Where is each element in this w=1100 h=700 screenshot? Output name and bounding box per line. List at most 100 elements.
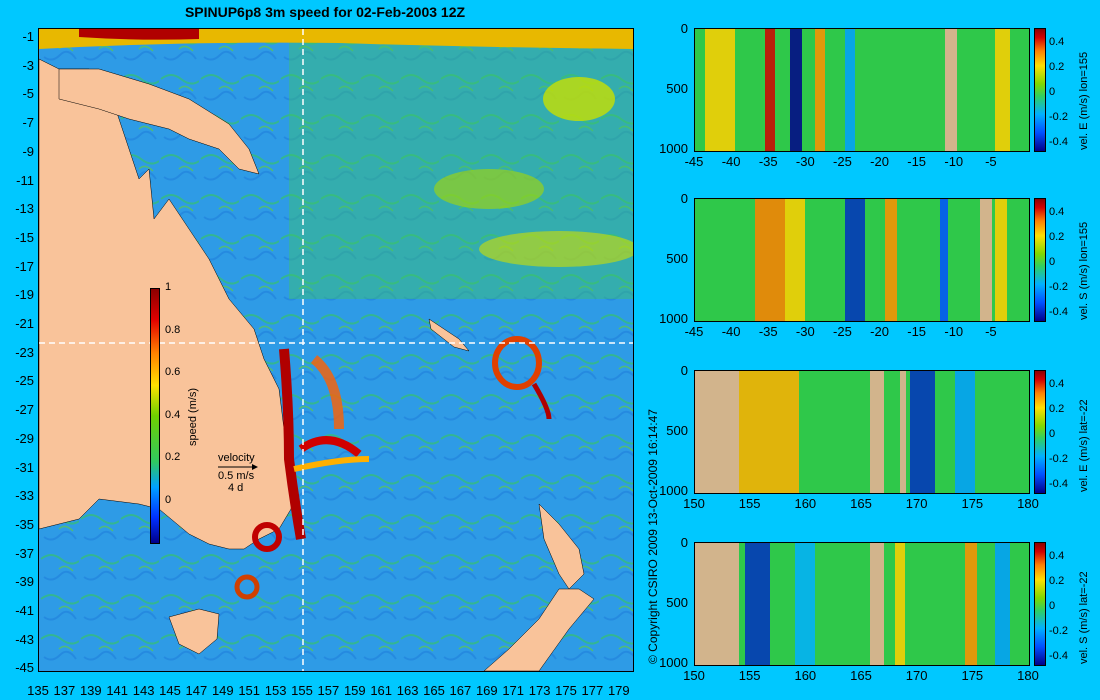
latitude-tick-label: -35: [15, 516, 34, 532]
longitude-tick-label: 135: [27, 683, 49, 698]
panel-y-tick-label: 1000: [659, 311, 688, 326]
panel-x-tick-label: -30: [795, 154, 815, 169]
longitude-tick-label: 171: [502, 683, 525, 698]
panel-colorbar-tick: -0.2: [1049, 281, 1068, 293]
panel-colorbar-tick: -0.2: [1049, 625, 1068, 637]
latitude-tick-label: -15: [15, 229, 34, 245]
panel-colorbar-tick: 0: [1049, 256, 1056, 268]
latitude-tick-label: -43: [15, 631, 34, 647]
longitude-tick-label: 141: [106, 683, 129, 698]
panel-x-tick-label: -10: [944, 154, 964, 169]
panel-y-tick-label: 500: [666, 81, 688, 96]
longitude-tick-label: 165: [423, 683, 445, 698]
velocity-key: velocity 0.5 m/s 4 d: [218, 452, 258, 494]
latitude-tick-label: -31: [15, 459, 34, 475]
panel-title: vel. E (m/s) lon=155: [1078, 51, 1090, 150]
panel-colorbar-tick: 0: [1049, 86, 1056, 98]
speed-colorbar: [150, 288, 160, 544]
latitude-tick-label: -29: [15, 430, 34, 446]
latitude-tick-label: -11: [16, 172, 34, 188]
panel-x-tick-label: -40: [721, 324, 741, 339]
panel-title: vel. S (m/s) lon=155: [1078, 221, 1090, 320]
latitude-tick-label: -9: [22, 143, 34, 159]
latitude-tick-label: -17: [15, 258, 34, 274]
velocity-key-days: 4 d: [228, 482, 244, 494]
longitude-tick-label: 163: [396, 683, 419, 698]
longitude-tick-label: 151: [238, 683, 261, 698]
panel-colorbar-tick: 0: [1049, 600, 1056, 612]
section-panel: [694, 198, 1030, 322]
panel-x-tick-label: -5: [985, 154, 997, 169]
panel-x-tick-label: 180: [1017, 496, 1039, 511]
speed-colorbar-title: speed (m/s): [187, 387, 199, 446]
panel-title: vel. E (m/s) lat=-22: [1078, 399, 1090, 492]
panel-colorbar-tick: 0.4: [1049, 36, 1065, 48]
longitude-tick-label: 175: [555, 683, 577, 698]
panel-x-tick-label: 150: [683, 668, 705, 683]
panel-y-tick-label: 500: [666, 595, 688, 610]
velocity-key-arrow: [218, 464, 258, 470]
panel-y-tick-label: 0: [680, 535, 688, 550]
panel-x-tick-label: 160: [794, 668, 817, 683]
panel-colorbar-tick: 0.2: [1049, 575, 1065, 587]
panel-colorbar: [1034, 542, 1046, 666]
longitude-tick-label: 173: [528, 683, 551, 698]
latitude-tick-label: -13: [15, 201, 34, 217]
latitude-tick-label: -25: [15, 373, 34, 389]
section-panel: [694, 28, 1030, 152]
panel-colorbar-tick: 0.2: [1049, 403, 1065, 415]
panel-colorbar: [1034, 198, 1046, 322]
panel-colorbar: [1034, 370, 1046, 494]
panel-colorbar-tick: 0: [1049, 428, 1056, 440]
panel-x-tick-label: -15: [907, 324, 927, 339]
longitude-tick-label: 139: [79, 683, 102, 698]
panel-x-tick-label: 180: [1017, 668, 1039, 683]
panel-x-tick-label: -25: [833, 154, 852, 169]
panel-x-tick-label: -35: [758, 324, 778, 339]
panel-x-tick-label: 150: [683, 496, 705, 511]
latitude-tick-label: -19: [15, 287, 34, 303]
panel-x-tick-label: 170: [905, 668, 928, 683]
panel-y-tick-label: 1000: [659, 141, 688, 156]
panel-x-tick-label: -40: [721, 154, 741, 169]
latitude-tick-label: -37: [15, 545, 34, 561]
panel-x-tick-label: -20: [870, 154, 889, 169]
panel-colorbar-tick: -0.2: [1049, 111, 1068, 123]
panel-x-tick-label: -15: [907, 154, 927, 169]
panel-x-tick-label: 175: [961, 496, 984, 511]
velocity-key-label: velocity: [218, 452, 255, 464]
speed-colorbar-tick: 1: [165, 281, 172, 293]
panel-x-tick-label: 160: [794, 496, 817, 511]
longitude-tick-label: 143: [132, 683, 155, 698]
longitude-tick-label: 147: [185, 683, 208, 698]
speed-colorbar-tick: 0.2: [165, 451, 181, 463]
panel-y-tick-label: 500: [666, 423, 688, 438]
panel-x-tick-label: -25: [833, 324, 852, 339]
panel-colorbar-tick: -0.4: [1049, 306, 1068, 318]
panel-title: vel. S (m/s) lat=-22: [1078, 571, 1090, 664]
speed-colorbar-tick: 0.4: [165, 408, 181, 421]
speed-map: [38, 28, 634, 672]
latitude-tick-label: -23: [15, 344, 34, 360]
latitude-tick-label: -41: [15, 603, 34, 618]
latitude-tick-label: -33: [15, 488, 34, 504]
longitude-tick-label: 153: [264, 683, 287, 698]
panel-y-tick-label: 500: [666, 251, 688, 266]
longitude-tick-label: 169: [475, 683, 498, 698]
panel-x-tick-label: -45: [684, 324, 704, 339]
tasmania-landmass: [168, 608, 220, 655]
panel-x-tick-label: 155: [738, 496, 761, 511]
panel-x-tick-label: -10: [944, 324, 964, 339]
longitude-tick-label: 167: [449, 683, 472, 698]
longitude-tick-label: 159: [343, 683, 366, 698]
longitude-tick-label: 149: [211, 683, 234, 698]
panel-colorbar-tick: 0.4: [1049, 206, 1065, 218]
panel-y-tick-label: 0: [680, 191, 688, 206]
panel-x-tick-label: 165: [850, 668, 872, 683]
velocity-key-speed: 0.5 m/s: [218, 470, 255, 482]
panel-x-tick-label: 155: [738, 668, 761, 683]
panel-colorbar-tick: -0.4: [1049, 478, 1068, 490]
panel-x-tick-label: -45: [684, 154, 704, 169]
panel-y-tick-label: 0: [680, 21, 688, 36]
longitude-tick-label: 157: [317, 683, 340, 698]
